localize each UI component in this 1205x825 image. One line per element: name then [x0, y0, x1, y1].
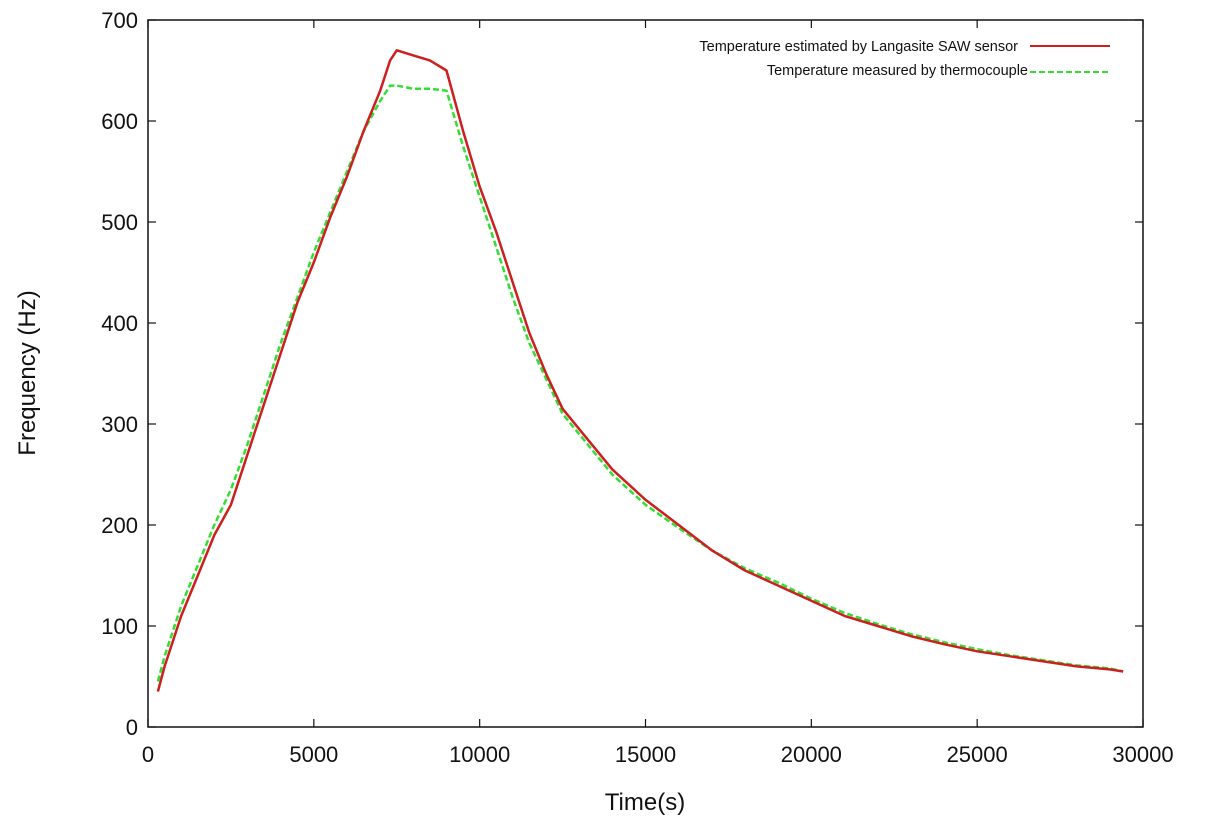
series-layer [156, 49, 1124, 692]
x-tick-labels: 0 5000 10000 15000 20000 25000 30000 [142, 742, 1174, 767]
y-axis-title: Frequency (Hz) [14, 290, 41, 455]
series-line-saw-sensor [156, 49, 1124, 692]
y-tick-label: 500 [101, 210, 138, 235]
y-tick-labels: 0 100 200 300 400 500 600 700 [101, 8, 138, 740]
axis-ticks [147, 19, 1144, 728]
x-tick-label: 0 [142, 742, 154, 767]
y-tick-label: 300 [101, 412, 138, 437]
legend: Temperature estimated by Langasite SAW s… [699, 39, 1110, 79]
plot-frame [147, 19, 1144, 728]
y-tick-label: 100 [101, 614, 138, 639]
x-tick-label: 20000 [781, 742, 842, 767]
legend-label-thermocouple: Temperature measured by thermocouple [767, 63, 1028, 79]
series-line-thermocouple [156, 84, 1124, 682]
y-tick-label: 700 [101, 8, 138, 33]
legend-label-saw: Temperature estimated by Langasite SAW s… [699, 39, 1018, 55]
y-tick-label: 200 [101, 513, 138, 538]
x-tick-label: 25000 [947, 742, 1008, 767]
x-tick-label: 30000 [1112, 742, 1173, 767]
x-axis-title: Time(s) [605, 789, 685, 816]
y-tick-label: 400 [101, 311, 138, 336]
y-tick-label: 0 [126, 715, 138, 740]
x-tick-label: 15000 [615, 742, 676, 767]
x-tick-label: 5000 [289, 742, 338, 767]
y-tick-label: 600 [101, 109, 138, 134]
x-tick-label: 10000 [449, 742, 510, 767]
